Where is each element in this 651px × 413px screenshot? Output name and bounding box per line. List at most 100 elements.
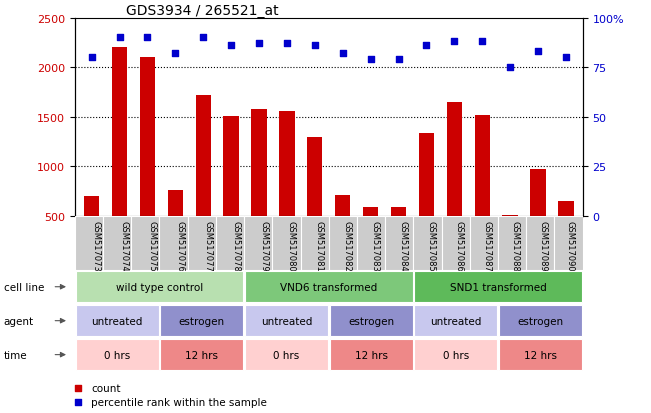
Bar	[499, 305, 582, 337]
Bar	[329, 305, 413, 337]
Bar	[168, 191, 183, 266]
Bar	[498, 216, 526, 270]
Bar	[103, 216, 132, 270]
Text: GSM517074: GSM517074	[120, 221, 128, 271]
Bar	[499, 339, 582, 370]
Bar	[475, 116, 490, 266]
Point	[449, 39, 460, 45]
Bar	[441, 216, 470, 270]
Text: GSM517077: GSM517077	[203, 221, 212, 271]
Text: count: count	[91, 383, 120, 393]
Text: 0 hrs: 0 hrs	[443, 350, 469, 360]
Text: untreated: untreated	[430, 316, 481, 326]
Point	[421, 43, 432, 50]
Bar	[419, 133, 434, 266]
Point	[533, 49, 543, 55]
Bar	[112, 48, 127, 266]
Point	[310, 43, 320, 50]
Text: GSM517079: GSM517079	[259, 221, 268, 271]
Text: GSM517078: GSM517078	[231, 221, 240, 271]
Text: GSM517075: GSM517075	[147, 221, 156, 271]
Text: GSM517080: GSM517080	[287, 221, 296, 271]
Text: 12 hrs: 12 hrs	[186, 350, 218, 360]
Text: GDS3934 / 265521_at: GDS3934 / 265521_at	[126, 4, 278, 18]
Bar	[414, 305, 497, 337]
Point	[170, 51, 180, 57]
Bar	[357, 216, 385, 270]
Point	[505, 65, 516, 71]
Text: cell line: cell line	[4, 282, 44, 292]
Bar	[245, 339, 328, 370]
Bar	[76, 339, 159, 370]
Text: GSM517082: GSM517082	[342, 221, 352, 271]
Bar	[76, 305, 159, 337]
Text: 12 hrs: 12 hrs	[355, 350, 387, 360]
Text: GSM517088: GSM517088	[510, 221, 519, 271]
Bar	[329, 216, 357, 270]
Text: GSM517090: GSM517090	[566, 221, 575, 271]
Text: GSM517085: GSM517085	[426, 221, 436, 271]
Bar	[414, 339, 497, 370]
Bar	[335, 196, 350, 266]
Bar	[385, 216, 413, 270]
Point	[142, 35, 152, 42]
Text: GSM517086: GSM517086	[454, 221, 464, 271]
Bar	[279, 112, 294, 266]
Point	[115, 35, 125, 42]
Bar	[414, 271, 582, 303]
Text: GSM517076: GSM517076	[175, 221, 184, 271]
Bar	[187, 216, 216, 270]
Point	[87, 55, 97, 62]
Bar	[307, 137, 322, 266]
Point	[393, 57, 404, 64]
Point	[561, 55, 571, 62]
Point	[198, 35, 208, 42]
Point	[477, 39, 488, 45]
Bar	[558, 202, 574, 266]
Bar	[447, 103, 462, 266]
Bar	[195, 96, 211, 266]
Bar	[272, 216, 301, 270]
Point	[337, 51, 348, 57]
Text: wild type control: wild type control	[116, 282, 203, 292]
Bar	[160, 305, 243, 337]
Bar	[470, 216, 498, 270]
Text: estrogen: estrogen	[348, 316, 394, 326]
Bar	[526, 216, 555, 270]
Text: SND1 transformed: SND1 transformed	[450, 282, 546, 292]
Text: GSM517083: GSM517083	[370, 221, 380, 271]
Point	[365, 57, 376, 64]
Text: GSM517084: GSM517084	[398, 221, 408, 271]
Text: agent: agent	[4, 316, 34, 326]
Bar	[84, 197, 99, 266]
Bar	[244, 216, 272, 270]
Text: untreated: untreated	[92, 316, 143, 326]
Bar	[75, 216, 103, 270]
Text: VND6 transformed: VND6 transformed	[280, 282, 378, 292]
Point	[73, 399, 83, 406]
Bar	[216, 216, 244, 270]
Bar	[245, 271, 413, 303]
Bar	[251, 109, 267, 266]
Text: GSM517081: GSM517081	[315, 221, 324, 271]
Bar	[503, 216, 518, 266]
Bar	[132, 216, 159, 270]
Text: estrogen: estrogen	[518, 316, 563, 326]
Bar	[159, 216, 187, 270]
Text: 0 hrs: 0 hrs	[273, 350, 299, 360]
Text: GSM517073: GSM517073	[92, 221, 101, 271]
Bar	[76, 271, 243, 303]
Bar	[413, 216, 441, 270]
Point	[282, 41, 292, 47]
Point	[254, 41, 264, 47]
Text: GSM517089: GSM517089	[538, 221, 547, 271]
Bar	[245, 305, 328, 337]
Bar	[391, 207, 406, 266]
Bar	[329, 339, 413, 370]
Bar	[223, 116, 239, 266]
Point	[73, 385, 83, 392]
Bar	[363, 207, 378, 266]
Text: 0 hrs: 0 hrs	[104, 350, 130, 360]
Bar	[301, 216, 329, 270]
Point	[226, 43, 236, 50]
